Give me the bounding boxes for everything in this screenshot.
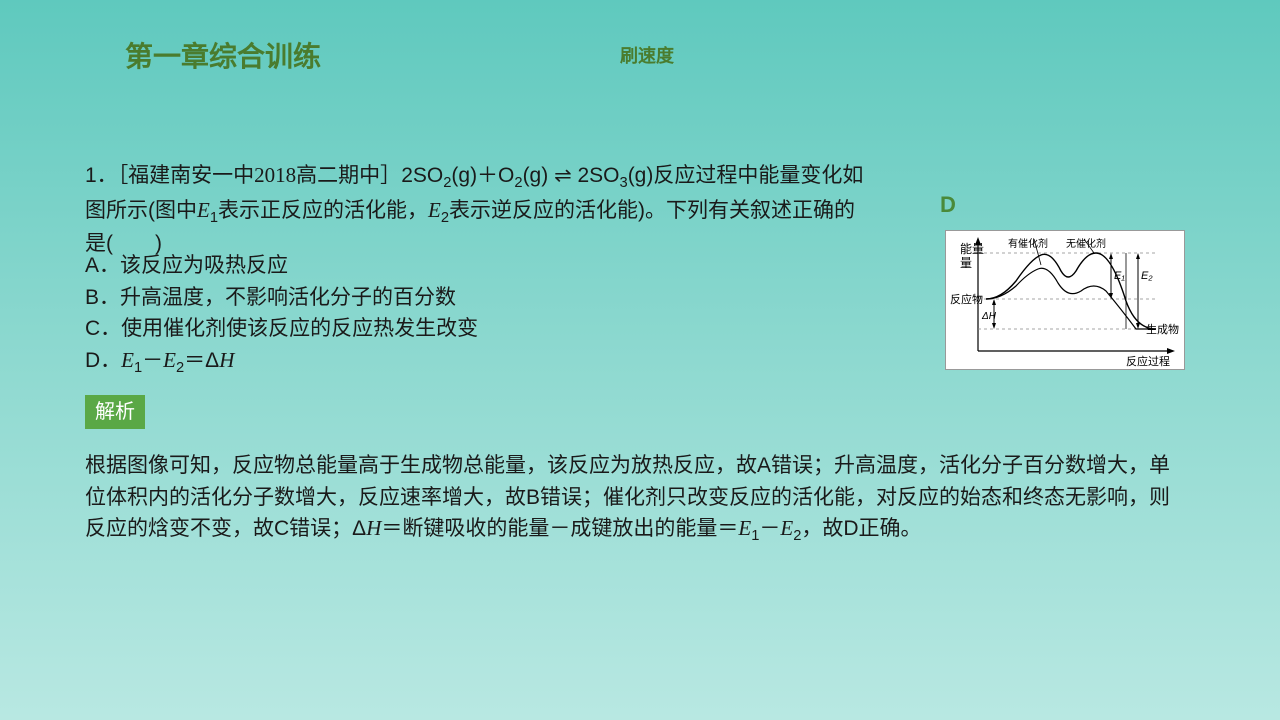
q-m1: 表示正反应的活化能， [218, 199, 428, 222]
option-a: A．该反应为吸热反应 [85, 250, 635, 282]
nocat-label: 无催化剂 [1066, 237, 1106, 250]
question-text: 1．［福建南安一中2018高二期中］2SO2(g)＋O2(g) ⇌ 2SO3(g… [85, 160, 865, 259]
curve-nocat [986, 253, 1156, 329]
e1-label: E₁ [1114, 270, 1125, 282]
q-e1s: 1 [210, 210, 218, 226]
cat-label: 有催化剂 [1008, 237, 1048, 250]
q-source: ［福建南安一中2018高二期中］ [118, 163, 402, 187]
analysis-text: 根据图像可知，反应物总能量高于生成物总能量，该反应为放热反应，故A错误；升高温度… [85, 450, 1185, 547]
q-f3: (g) ⇌ 2SO [523, 164, 620, 187]
x-axis-label: 反应过程 [1126, 354, 1170, 368]
analysis-button[interactable]: 解析 [85, 395, 145, 429]
dh-arr1-icon [992, 299, 996, 305]
q-e1: E [197, 198, 210, 222]
x-arrow-icon [1167, 348, 1175, 354]
option-d: D．E1－E2＝ΔH [85, 345, 635, 379]
q-e2s: 2 [441, 210, 449, 226]
q-s3: 3 [620, 175, 628, 191]
option-c: C．使用催化剂使该反应的反应热发生改变 [85, 313, 635, 345]
e2-a1-icon [1136, 253, 1140, 259]
q-number: 1． [85, 164, 118, 187]
e1-a1-icon [1109, 253, 1113, 259]
e2-a2-icon [1136, 323, 1140, 329]
product-label: 生成物 [1146, 322, 1179, 336]
answer-letter: D [940, 192, 956, 218]
options-list: A．该反应为吸热反应 B．升高温度，不影响活化分子的百分数 C．使用催化剂使该反… [85, 250, 635, 379]
option-b: B．升高温度，不影响活化分子的百分数 [85, 282, 635, 314]
q-e2: E [428, 198, 441, 222]
sub-title: 刷速度 [620, 42, 674, 68]
reactant-label: 反应物 [950, 292, 983, 306]
q-f1: 2SO [401, 164, 443, 187]
dh-label: ΔH [981, 311, 997, 322]
q-s2: 2 [514, 175, 522, 191]
q-f2: (g)＋O [451, 164, 514, 187]
diagram-svg: 能量 量 反应过程 反应物 生成物 有催化剂 无催化剂 ΔH E₁ E₂ [946, 231, 1186, 371]
e2-label: E₂ [1141, 270, 1153, 282]
energy-diagram: 能量 量 反应过程 反应物 生成物 有催化剂 无催化剂 ΔH E₁ E₂ [945, 230, 1185, 370]
dh-arr2-icon [992, 323, 996, 329]
y-arrow-icon [975, 237, 981, 245]
y-axis-label2: 量 [960, 256, 972, 270]
main-title: 第一章综合训练 [125, 35, 321, 75]
